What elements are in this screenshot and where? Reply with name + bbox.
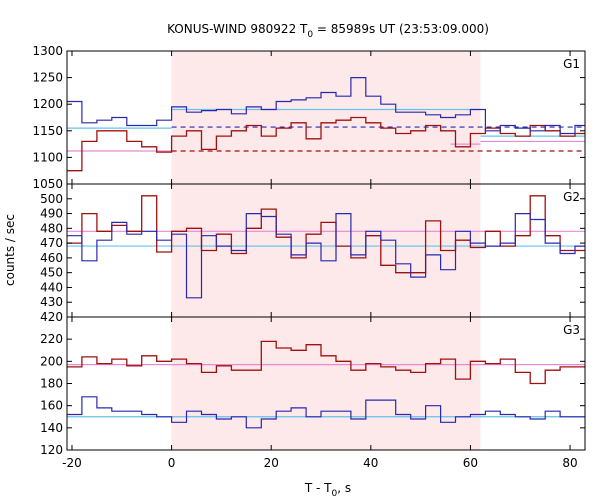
panel-plot-area [67,317,585,450]
x-tick-label: -20 [62,456,82,470]
x-tick-label: 20 [264,456,279,470]
y-tick-label: 120 [40,443,63,457]
blue-count-series [67,77,585,135]
chart-title: KONUS-WIND 980922 T0 = 85989s UT (23:53:… [167,22,489,40]
highlight-interval [171,317,481,450]
y-tick-label: 450 [40,266,63,280]
highlight-interval [171,184,481,317]
panel-g3: 120 140 160 180 200 220 G3 [40,316,586,457]
y-tick-label: 420 [40,310,63,324]
x-tick-label: 80 [562,456,577,470]
panel-label: G3 [563,323,580,337]
y-tick-label: 1300 [32,44,63,58]
red-count-series [67,195,585,274]
panel-plot-area [67,184,585,317]
y-tick-label: 470 [40,236,63,250]
y-tick-label: 480 [40,221,63,235]
y-tick-label: 220 [40,332,63,346]
y-tick-label: 160 [40,399,63,413]
red-count-series [67,340,585,385]
x-tick-label: 60 [463,456,478,470]
panel-plot-area [67,51,585,184]
y-tick-label: 140 [40,421,63,435]
y-tick-label: 200 [40,354,63,368]
panels-layer: 105011001150120012501300G142043044045046… [32,44,586,470]
x-tick-label: 40 [363,456,378,470]
x-tick-label: 0 [168,456,176,470]
red-count-series [67,116,585,172]
panel-label: G2 [563,190,580,204]
y-tick-label: 500 [40,192,63,206]
y-axis-label: counts / sec [3,214,17,286]
y-tick-label: 1200 [32,97,63,111]
y-tick-label: 1100 [32,150,63,164]
panel-label: G1 [563,57,580,71]
y-tick-label: 440 [40,280,63,294]
y-tick-label: 1050 [32,177,63,191]
y-tick-label: 180 [40,377,63,391]
x-axis-label: T - T0, s [304,481,351,499]
highlight-interval [171,51,481,184]
y-tick-label: 490 [40,207,63,221]
y-tick-label: 1150 [32,124,63,138]
blue-count-series [67,213,585,299]
y-tick-label: 1250 [32,71,63,85]
panel-g1: 1050 1100 1150 1200 1250 1300 G1 [32,44,586,191]
blue-count-series [67,396,585,429]
y-tick-label: 460 [40,251,63,265]
y-tick-label: 430 [40,295,63,309]
